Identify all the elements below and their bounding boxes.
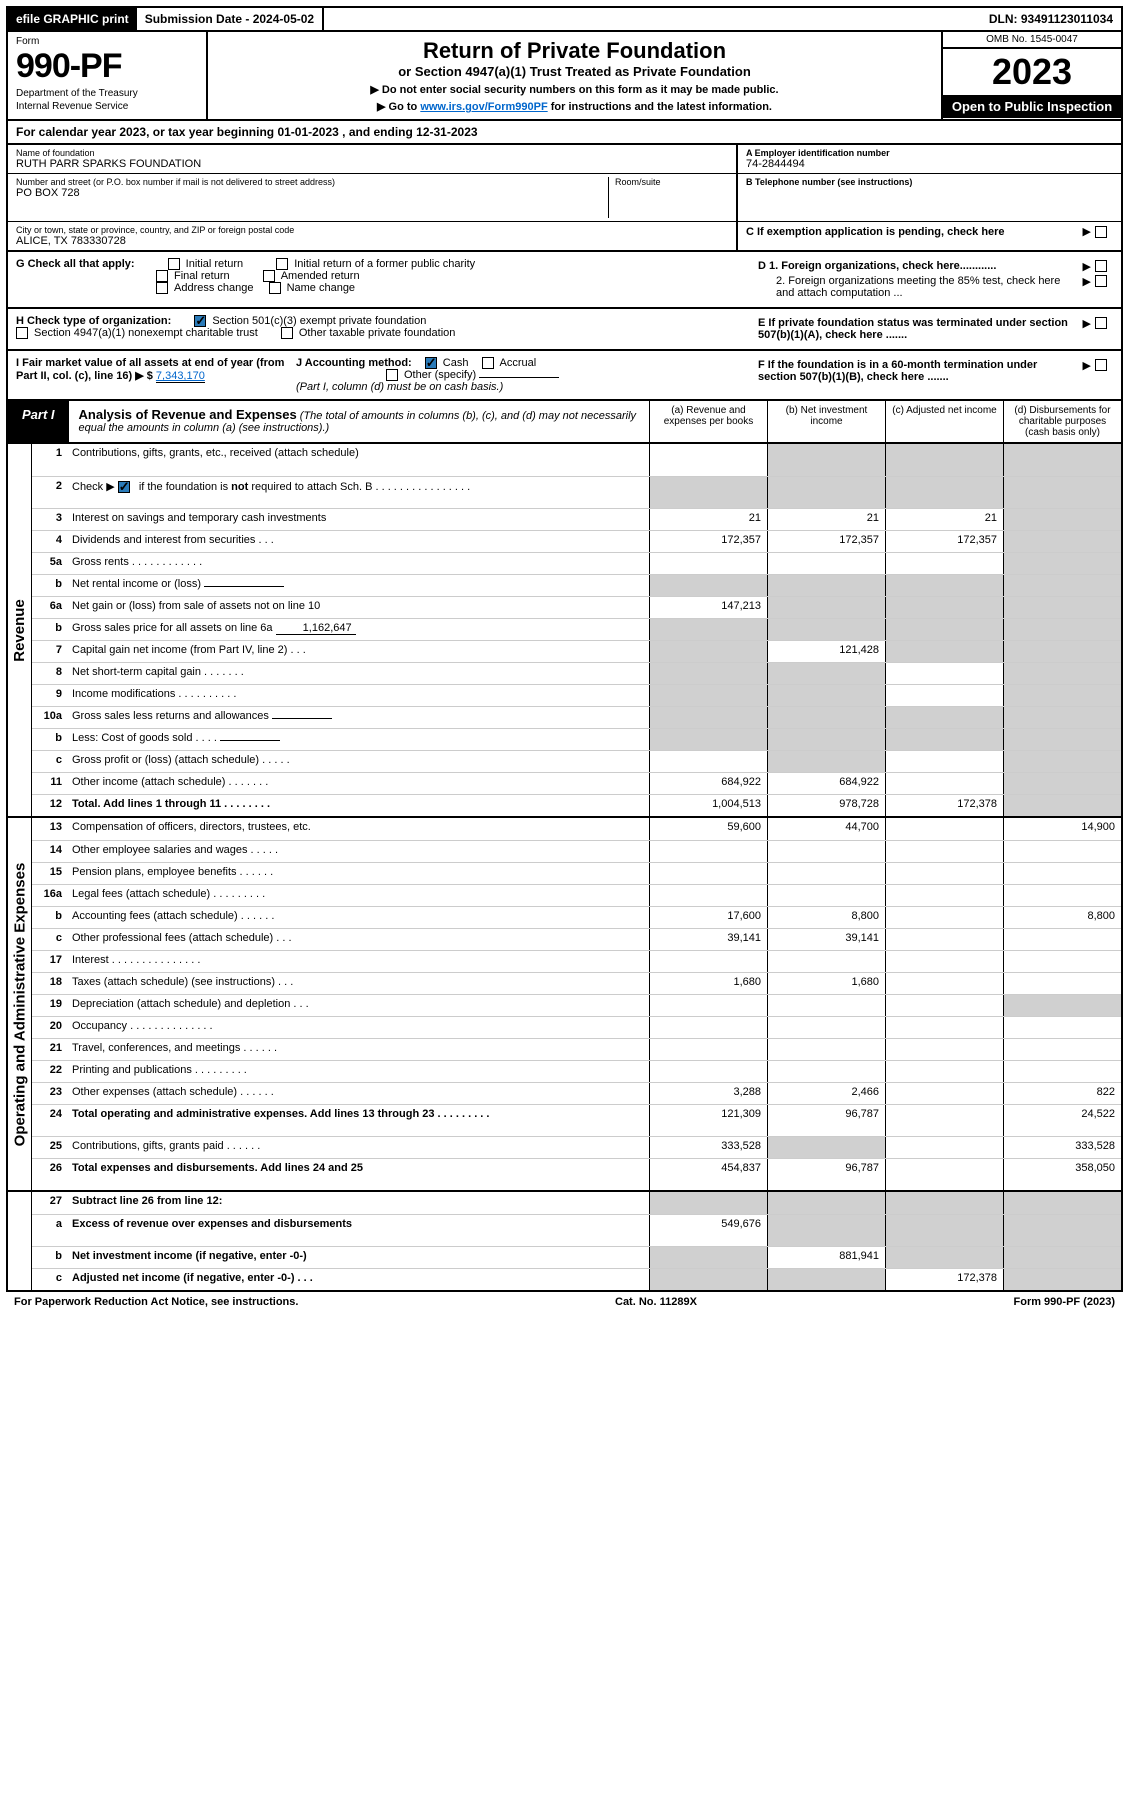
- col-d-header: (d) Disbursements for charitable purpose…: [1003, 401, 1121, 442]
- dln: DLN: 93491123011034: [981, 8, 1121, 30]
- revenue-section: Revenue 1Contributions, gifts, grants, e…: [6, 444, 1123, 818]
- open-to-public: Open to Public Inspection: [943, 95, 1121, 118]
- section-ij-f: I Fair market value of all assets at end…: [6, 351, 1123, 401]
- topbar: efile GRAPHIC print Submission Date - 20…: [6, 6, 1123, 32]
- footer-mid: Cat. No. 11289X: [615, 1296, 697, 1308]
- note-ssn: ▶ Do not enter social security numbers o…: [220, 83, 929, 96]
- room-label: Room/suite: [615, 177, 728, 187]
- section-h-e: H Check type of organization: Section 50…: [6, 309, 1123, 351]
- efile-label: efile GRAPHIC print: [8, 8, 137, 30]
- g-amended-checkbox[interactable]: [263, 270, 275, 282]
- city-label: City or town, state or province, country…: [16, 225, 728, 235]
- phone-label: B Telephone number (see instructions): [746, 177, 1113, 187]
- info-block: Name of foundation RUTH PARR SPARKS FOUN…: [6, 145, 1123, 252]
- schb-checkbox[interactable]: [118, 481, 130, 493]
- form-label: Form: [16, 36, 198, 47]
- city-value: ALICE, TX 783330728: [16, 235, 728, 247]
- instructions-link[interactable]: www.irs.gov/Form990PF: [420, 101, 547, 113]
- submission-date: Submission Date - 2024-05-02: [137, 8, 324, 30]
- form-subtitle: or Section 4947(a)(1) Trust Treated as P…: [220, 64, 929, 79]
- g-initial-return-checkbox[interactable]: [168, 258, 180, 270]
- page-footer: For Paperwork Reduction Act Notice, see …: [6, 1292, 1123, 1312]
- section-g-d: G Check all that apply: Initial return I…: [6, 252, 1123, 309]
- calendar-year: For calendar year 2023, or tax year begi…: [6, 121, 1123, 145]
- col-a-header: (a) Revenue and expenses per books: [649, 401, 767, 442]
- form-header: Form 990-PF Department of the Treasury I…: [6, 32, 1123, 121]
- h-501c3-checkbox[interactable]: [194, 315, 206, 327]
- line27-section: 27Subtract line 26 from line 12: aExcess…: [6, 1192, 1123, 1292]
- ein-label: A Employer identification number: [746, 148, 1113, 158]
- e-checkbox[interactable]: [1095, 317, 1107, 329]
- exemption-checkbox[interactable]: [1095, 226, 1107, 238]
- part1-title: Analysis of Revenue and Expenses: [79, 407, 297, 422]
- g-label: G Check all that apply:: [16, 258, 135, 270]
- revenue-sidelabel: Revenue: [11, 599, 28, 662]
- foundation-name-label: Name of foundation: [16, 148, 728, 158]
- j-note: (Part I, column (d) must be on cash basi…: [296, 381, 503, 393]
- form-number: 990-PF: [16, 47, 198, 86]
- tax-year: 2023: [943, 49, 1121, 95]
- g-final-return-checkbox[interactable]: [156, 270, 168, 282]
- fmv-value[interactable]: 7,343,170: [156, 370, 205, 383]
- expenses-section: Operating and Administrative Expenses 13…: [6, 818, 1123, 1192]
- h-label: H Check type of organization:: [16, 315, 171, 327]
- h-other-taxable-checkbox[interactable]: [281, 327, 293, 339]
- j-cash-checkbox[interactable]: [425, 357, 437, 369]
- g-name-change-checkbox[interactable]: [269, 282, 281, 294]
- col-c-header: (c) Adjusted net income: [885, 401, 1003, 442]
- footer-right: Form 990-PF (2023): [1014, 1296, 1115, 1308]
- j-label: J Accounting method:: [296, 357, 412, 369]
- ein-value: 74-2844494: [746, 158, 1113, 170]
- dept-treasury: Department of the Treasury: [16, 88, 198, 99]
- form-title: Return of Private Foundation: [220, 38, 929, 64]
- col-b-header: (b) Net investment income: [767, 401, 885, 442]
- omb-number: OMB No. 1545-0047: [943, 32, 1121, 49]
- part1-header: Part I Analysis of Revenue and Expenses …: [6, 401, 1123, 444]
- g-initial-former-checkbox[interactable]: [276, 258, 288, 270]
- part1-label: Part I: [8, 401, 69, 442]
- exemption-pending-label: C If exemption application is pending, c…: [746, 226, 1079, 238]
- d1-checkbox[interactable]: [1095, 260, 1107, 272]
- j-accrual-checkbox[interactable]: [482, 357, 494, 369]
- j-other-checkbox[interactable]: [386, 369, 398, 381]
- foundation-name: RUTH PARR SPARKS FOUNDATION: [16, 158, 728, 170]
- g-address-change-checkbox[interactable]: [156, 282, 168, 294]
- note-link: ▶ Go to www.irs.gov/Form990PF for instru…: [220, 100, 929, 113]
- h-4947-checkbox[interactable]: [16, 327, 28, 339]
- d2-checkbox[interactable]: [1095, 275, 1107, 287]
- footer-left: For Paperwork Reduction Act Notice, see …: [14, 1296, 298, 1308]
- address-value: PO BOX 728: [16, 187, 608, 199]
- expenses-sidelabel: Operating and Administrative Expenses: [11, 862, 28, 1146]
- i-label: I Fair market value of all assets at end…: [16, 357, 284, 382]
- address-label: Number and street (or P.O. box number if…: [16, 177, 608, 187]
- dept-irs: Internal Revenue Service: [16, 101, 198, 112]
- f-checkbox[interactable]: [1095, 359, 1107, 371]
